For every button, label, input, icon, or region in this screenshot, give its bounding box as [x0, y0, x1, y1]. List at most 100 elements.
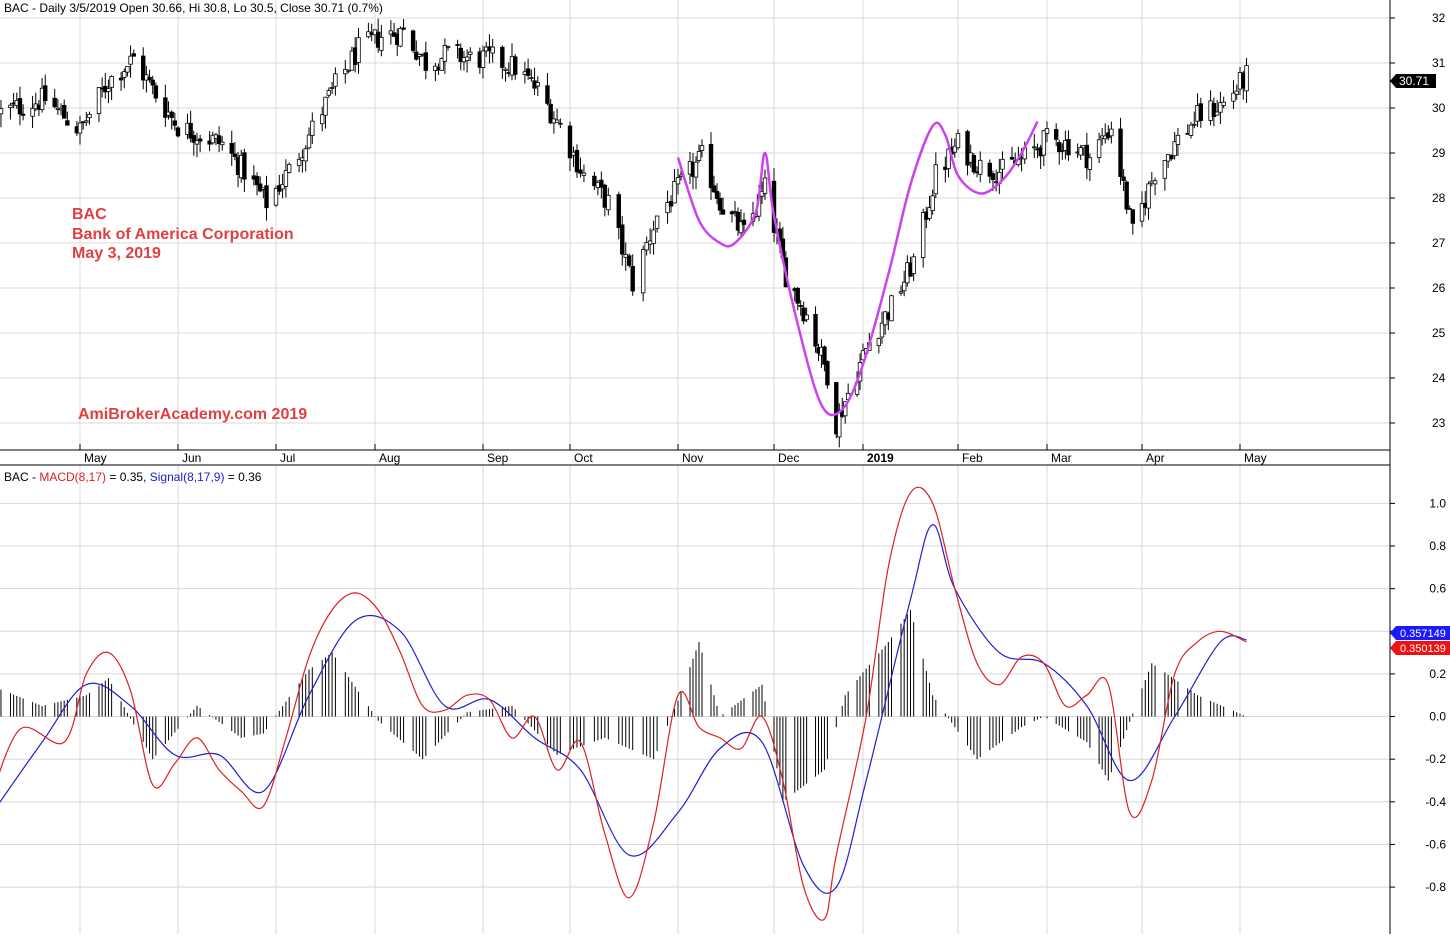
candle: [232, 142, 238, 161]
candle: [172, 112, 178, 131]
candle: [194, 132, 200, 158]
candle: [1152, 177, 1158, 196]
candle: [1124, 180, 1129, 215]
date-tick-label: Jul: [280, 451, 295, 465]
candle: [1231, 80, 1236, 109]
candle: [627, 253, 632, 268]
cup-handle-pattern-curve: [676, 120, 1039, 417]
candle: [1214, 100, 1220, 116]
macd-tick-label: -0.4: [1425, 795, 1446, 809]
candle: [310, 112, 315, 144]
candle: [952, 138, 958, 158]
candle: [306, 127, 312, 150]
candle: [8, 102, 13, 120]
candle: [699, 139, 705, 158]
candle: [210, 131, 215, 145]
macd-tick-label: 0.6: [1429, 582, 1446, 596]
candle: [693, 156, 699, 190]
price-tick-label: 26: [1432, 281, 1446, 295]
candle: [971, 153, 977, 175]
candle: [122, 68, 127, 89]
candle: [735, 207, 741, 236]
candle: [834, 382, 839, 439]
price-tick-label: 29: [1432, 146, 1446, 160]
candle: [303, 145, 308, 172]
candle: [1175, 127, 1181, 157]
date-axis: May Jun Jul Aug Sep Oct Nov Dec 2019 Feb Mar Apr May: [79, 444, 1267, 465]
price-axis: 23 24 25 26 27 28 29 30 31 32: [1390, 11, 1446, 430]
candle: [84, 111, 89, 127]
macd-tick-label: -0.2: [1425, 752, 1446, 766]
candle: [1127, 205, 1132, 210]
candle: [329, 81, 335, 95]
candle: [801, 301, 806, 325]
candle: [889, 294, 894, 322]
candle: [1041, 129, 1047, 166]
candle: [1211, 97, 1217, 127]
annotation-ticker: BAC: [72, 206, 107, 223]
candle: [644, 236, 649, 256]
date-tick-label: 2019: [867, 451, 894, 465]
price-tick-label: 25: [1432, 326, 1446, 340]
candle: [220, 136, 225, 151]
candle: [525, 58, 531, 80]
last-price-label: 30.71: [1399, 74, 1429, 88]
candle: [581, 164, 587, 183]
macd-histogram: [0, 609, 1244, 802]
signal-value-tag: 0.357149: [1390, 626, 1450, 640]
candle: [216, 126, 222, 153]
candle: [96, 87, 102, 123]
candle: [1044, 121, 1050, 143]
candle: [672, 168, 677, 204]
candle: [175, 126, 181, 138]
macd-tick-label: 1.0: [1429, 496, 1446, 510]
candle: [410, 29, 416, 53]
candle: [825, 360, 830, 389]
candle: [0, 100, 4, 128]
candle: [1188, 121, 1194, 139]
candle: [286, 162, 292, 174]
candle: [150, 75, 155, 95]
candle: [668, 195, 674, 213]
candle: [616, 191, 621, 240]
date-tick-label: Oct: [574, 451, 593, 465]
candle: [455, 39, 460, 59]
macd-tag-label: 0.350139: [1400, 643, 1446, 655]
candle: [468, 47, 473, 61]
date-tick-label: Jun: [182, 451, 201, 465]
candle: [720, 197, 726, 215]
candle: [545, 72, 550, 106]
candle: [535, 76, 540, 97]
candle: [398, 26, 403, 48]
candle: [554, 108, 560, 123]
candle: [933, 152, 939, 199]
candle: [17, 86, 23, 126]
macd-legend-label: MACD(8,17): [39, 470, 106, 484]
last-price-tag: 30.71: [1390, 74, 1436, 88]
candle: [711, 175, 717, 193]
candle: [43, 74, 48, 105]
date-tick-label: Aug: [379, 451, 400, 465]
candle: [401, 19, 406, 31]
candle: [30, 95, 35, 129]
candle: [901, 270, 907, 297]
candle: [640, 245, 646, 302]
candle: [346, 69, 351, 74]
price-tick-label: 27: [1432, 236, 1446, 250]
candle: [1096, 132, 1102, 164]
price-tick-label: 23: [1432, 416, 1446, 430]
candle: [717, 192, 723, 216]
candle: [879, 311, 885, 344]
candle: [500, 45, 505, 79]
candle: [356, 27, 361, 74]
candle: [169, 110, 174, 130]
candle: [567, 121, 573, 172]
candle: [1087, 153, 1093, 182]
signal-tag-label: 0.357149: [1400, 628, 1446, 640]
candle: [606, 187, 611, 216]
date-tick-label: Apr: [1146, 451, 1165, 465]
candle: [490, 39, 495, 63]
candle: [965, 129, 970, 176]
candle: [1198, 97, 1203, 128]
candle: [1053, 123, 1059, 147]
